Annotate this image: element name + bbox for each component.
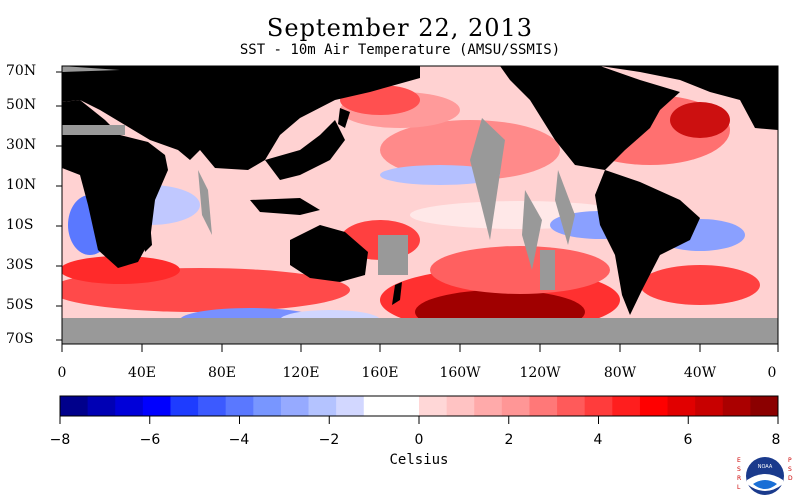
land-africa — [62, 100, 168, 268]
land-asia-east — [265, 120, 345, 180]
colorbar-swatch — [419, 396, 448, 416]
logo-letter-l: L — [737, 484, 741, 491]
colorbar-tick-label: −6 — [139, 432, 161, 448]
lat-label-50s: 50S — [6, 297, 34, 313]
colorbar-tick-label: 8 — [771, 432, 781, 448]
lat-label-30n: 30N — [6, 137, 37, 153]
lon-label-80w: 80W — [603, 365, 637, 381]
colorbar-swatch — [60, 396, 89, 416]
land-masses — [62, 66, 778, 315]
colorbar-swatch — [308, 396, 337, 416]
colorbar-tick-label: 4 — [593, 432, 603, 448]
missing-data — [62, 66, 778, 344]
colorbar-swatch — [280, 396, 310, 416]
land-north-america — [500, 66, 680, 170]
land-new-zealand — [392, 282, 402, 305]
colorbar-swatch — [529, 396, 558, 416]
map-frame — [61, 65, 779, 345]
colorbar-swatch — [695, 396, 724, 416]
lon-label-80e: 80E — [207, 365, 237, 381]
lon-label-40e: 40E — [127, 365, 157, 381]
colorbar-swatch — [391, 396, 420, 416]
logo-letter-r: R — [737, 475, 741, 482]
lon-label-120e: 120E — [282, 365, 320, 381]
lon-label-120w: 120W — [519, 365, 561, 381]
logo-letter-d: D — [788, 475, 793, 482]
arctic-ice-gap — [62, 66, 120, 72]
colorbar-swatch — [363, 396, 392, 416]
colorbar-tick-label: 6 — [683, 432, 693, 448]
lon-label-160w: 160W — [439, 365, 481, 381]
colorbar-swatch — [253, 396, 282, 416]
colorbar-swatch — [612, 396, 641, 416]
gap-mediterranean — [62, 125, 125, 135]
colorbar — [60, 396, 779, 416]
map-title: September 22, 2013 — [266, 14, 534, 42]
logo-noaa-text: NOAA — [758, 464, 773, 470]
gap-tasman — [378, 235, 408, 275]
land-south-america — [595, 170, 700, 315]
lat-label-70n: 70N — [6, 63, 37, 79]
land-japan — [338, 108, 350, 128]
colorbar-tick-label: −8 — [49, 432, 71, 448]
colorbar-swatch — [501, 396, 530, 416]
logo-letter-s2: S — [788, 466, 792, 473]
swath-gap-east-pacific — [555, 170, 575, 245]
lon-ticks — [61, 344, 779, 352]
lat-label-10n: 10N — [6, 177, 37, 193]
land-greenland-europe — [600, 66, 778, 130]
map-subtitle: SST - 10m Air Temperature (AMSU/SSMIS) — [239, 42, 561, 58]
lon-label-0-west: 0 — [57, 365, 67, 381]
colorbar-unit-label: Celsius — [389, 452, 449, 468]
gap-south-pacific-2 — [540, 250, 555, 290]
swath-gap-indian — [198, 170, 212, 235]
colorbar-swatch — [474, 396, 503, 416]
colorbar-swatch — [639, 396, 669, 416]
lon-label-40w: 40W — [683, 365, 717, 381]
logo-letter-p: P — [788, 457, 792, 464]
colorbar-tick-label: 0 — [414, 432, 424, 448]
colorbar-swatch — [557, 396, 586, 416]
colorbar-swatch — [115, 396, 144, 416]
colorbar-swatch — [198, 396, 227, 416]
colorbar-swatch — [142, 396, 171, 416]
land-australia — [290, 225, 368, 282]
colorbar-tick-label: −4 — [228, 432, 250, 448]
colorbar-swatch — [87, 396, 116, 416]
colorbar-swatch — [225, 396, 254, 416]
colorbar-ticks — [59, 416, 779, 424]
noaa-esrl-psd-logo: E S R L P S D NOAA — [737, 457, 793, 495]
colorbar-swatch — [336, 396, 365, 416]
lat-label-50n: 50N — [6, 97, 37, 113]
colorbar-swatch — [170, 396, 199, 416]
colorbar-swatch — [722, 396, 751, 416]
lat-ticks — [56, 71, 62, 341]
colorbar-swatch — [750, 396, 779, 416]
swath-gap-south-pacific — [522, 190, 542, 270]
land-madagascar — [142, 222, 152, 252]
lon-label-160e: 160E — [361, 365, 399, 381]
colorbar-tick-label: −2 — [318, 432, 340, 448]
lat-label-70s: 70S — [6, 331, 34, 347]
colorbar-tick-label: 2 — [504, 432, 514, 448]
antarctica-missing — [62, 318, 778, 344]
lat-label-10s: 10S — [6, 217, 34, 233]
land-indonesia — [250, 198, 320, 215]
lat-label-30s: 30S — [6, 257, 34, 273]
colorbar-swatch — [584, 396, 613, 416]
swath-gap-north-pacific — [470, 118, 505, 240]
logo-letter-e: E — [737, 457, 741, 464]
colorbar-swatch — [667, 396, 696, 416]
land-eurasia — [62, 66, 420, 170]
logo-letter-s: S — [737, 466, 741, 473]
lon-label-0-east: 0 — [767, 365, 777, 381]
colorbar-swatch — [446, 396, 475, 416]
